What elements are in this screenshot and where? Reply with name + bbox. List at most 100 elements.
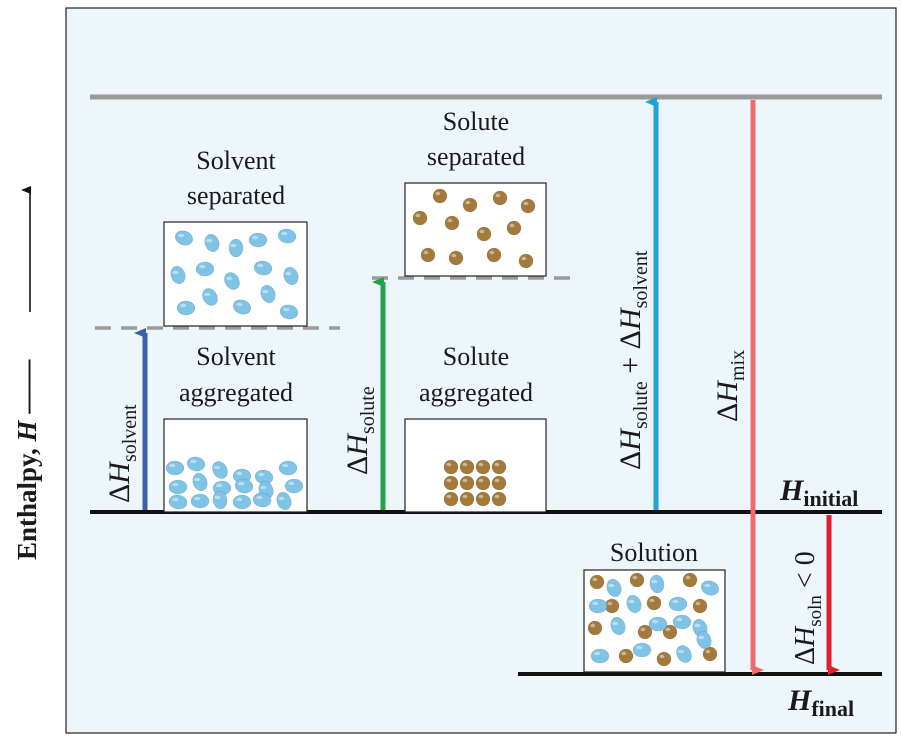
solvent-separated-particles	[170, 228, 299, 320]
solvent-particle-highlight	[594, 651, 601, 656]
solvent-particle	[234, 478, 254, 494]
solute-aggregated-label-2: aggregated	[419, 378, 533, 407]
solvent-particle	[224, 272, 240, 290]
solute-particle	[491, 475, 507, 491]
solvent-particle	[168, 494, 188, 510]
solvent-particle	[649, 574, 665, 594]
solute-separated-particles	[412, 188, 536, 269]
solute-particle	[412, 210, 428, 226]
solute-particle	[443, 459, 459, 475]
solvent-particle	[283, 266, 299, 286]
solvent-particle-highlight	[608, 583, 615, 588]
solute-particle-highlight	[705, 649, 711, 654]
solvent-particle	[204, 233, 220, 253]
solvent-particle-highlight	[199, 264, 206, 269]
h-final-label: Hfinal	[787, 684, 854, 721]
solvent-particle-highlight	[238, 481, 245, 486]
solute-particle-highlight	[523, 201, 529, 206]
solvent-particle-highlight	[194, 496, 201, 501]
solvent-particle-highlight	[288, 481, 295, 486]
solute-particle	[491, 459, 507, 475]
solvent-particle	[590, 648, 610, 664]
solute-particle-highlight	[640, 627, 646, 632]
solvent-particle	[610, 616, 626, 636]
solvent-particle	[192, 472, 208, 492]
solvent-particle	[672, 614, 692, 630]
solute-aggregated-box	[404, 418, 547, 513]
solute-particle	[589, 574, 605, 590]
solute-particle	[656, 651, 672, 667]
solvent-particle-highlight	[278, 496, 285, 501]
solvent-particle-highlight	[172, 270, 179, 275]
solute-aggregated-group: Solute aggregated	[404, 342, 547, 513]
solute-particle-highlight	[590, 623, 596, 628]
solvent-particle	[277, 228, 297, 244]
solvent-particle-highlight	[214, 495, 221, 500]
solvent-particle-highlight	[694, 623, 701, 628]
solute-particle	[662, 624, 678, 640]
solvent-particle	[700, 580, 720, 596]
solvent-particle	[165, 460, 185, 476]
solute-particle-highlight	[462, 478, 468, 483]
solution-group: Solution	[583, 538, 726, 673]
solvent-particle	[696, 630, 712, 650]
solute-particle	[506, 220, 522, 236]
solute-particle-highlight	[446, 478, 452, 483]
solute-particle-highlight	[465, 200, 471, 205]
solvent-particle	[279, 304, 299, 320]
solvent-particle	[170, 265, 186, 285]
solvent-particle-highlight	[652, 619, 659, 624]
solute-particle	[475, 459, 491, 475]
diagram-panel	[65, 7, 897, 734]
solvent-particle-highlight	[252, 235, 259, 240]
solute-particle	[646, 595, 662, 611]
h-initial-label: Hinitial	[779, 474, 858, 511]
solute-particle-highlight	[415, 213, 421, 218]
dh-solute-label: ΔHsolute	[341, 386, 379, 475]
solute-particle	[432, 188, 448, 204]
solvent-particle-highlight	[283, 307, 290, 312]
solvent-separated-label-1: Solvent	[196, 146, 276, 175]
solute-particle-highlight	[446, 462, 452, 467]
solute-particle-highlight	[435, 191, 441, 196]
solvent-particle-highlight	[172, 482, 179, 487]
solvent-particle	[186, 456, 206, 472]
solute-particle	[587, 620, 603, 636]
solvent-aggregated-label-1: Solvent	[196, 342, 276, 371]
solvent-particle-highlight	[172, 497, 179, 502]
solvent-separated-group: Solvent separated	[163, 146, 308, 327]
solute-particle-highlight	[423, 250, 429, 255]
solute-particle	[702, 646, 718, 662]
solvent-aggregated-group: Solvent aggregated	[163, 342, 308, 513]
solute-particle-highlight	[632, 575, 638, 580]
solute-particle	[492, 190, 508, 206]
solvent-particle	[668, 596, 688, 612]
solvent-particle-highlight	[651, 579, 658, 584]
solvent-particle-highlight	[190, 459, 197, 464]
solvent-particle	[626, 594, 642, 614]
solvent-particle	[228, 238, 244, 258]
solvent-aggregated-particles	[165, 456, 304, 511]
solvent-particle-highlight	[698, 635, 705, 640]
solute-particle-highlight	[521, 256, 527, 261]
solute-particle-highlight	[685, 575, 691, 580]
solute-particle	[486, 247, 502, 263]
solvent-particle-highlight	[285, 271, 292, 276]
solvent-separated-label-2: separated	[187, 181, 285, 210]
solute-particle	[520, 198, 536, 214]
solvent-particle	[252, 492, 272, 508]
enthalpy-axis: Enthalpy, H ——	[12, 186, 42, 560]
solute-particle	[443, 475, 459, 491]
solute-separated-label-1: Solute	[443, 107, 509, 136]
solute-particle	[629, 572, 645, 588]
solvent-particle	[248, 232, 268, 248]
solvent-particle	[168, 479, 188, 495]
solvent-particle-highlight	[206, 238, 213, 243]
solvent-particle-highlight	[592, 601, 599, 606]
solvent-particle	[276, 491, 292, 511]
dh-sum-label: ΔHsolute + ΔHsolvent	[614, 250, 652, 470]
solute-particle-highlight	[494, 494, 500, 499]
solvent-particle-highlight	[678, 649, 685, 654]
solvent-particle-highlight	[194, 477, 201, 482]
